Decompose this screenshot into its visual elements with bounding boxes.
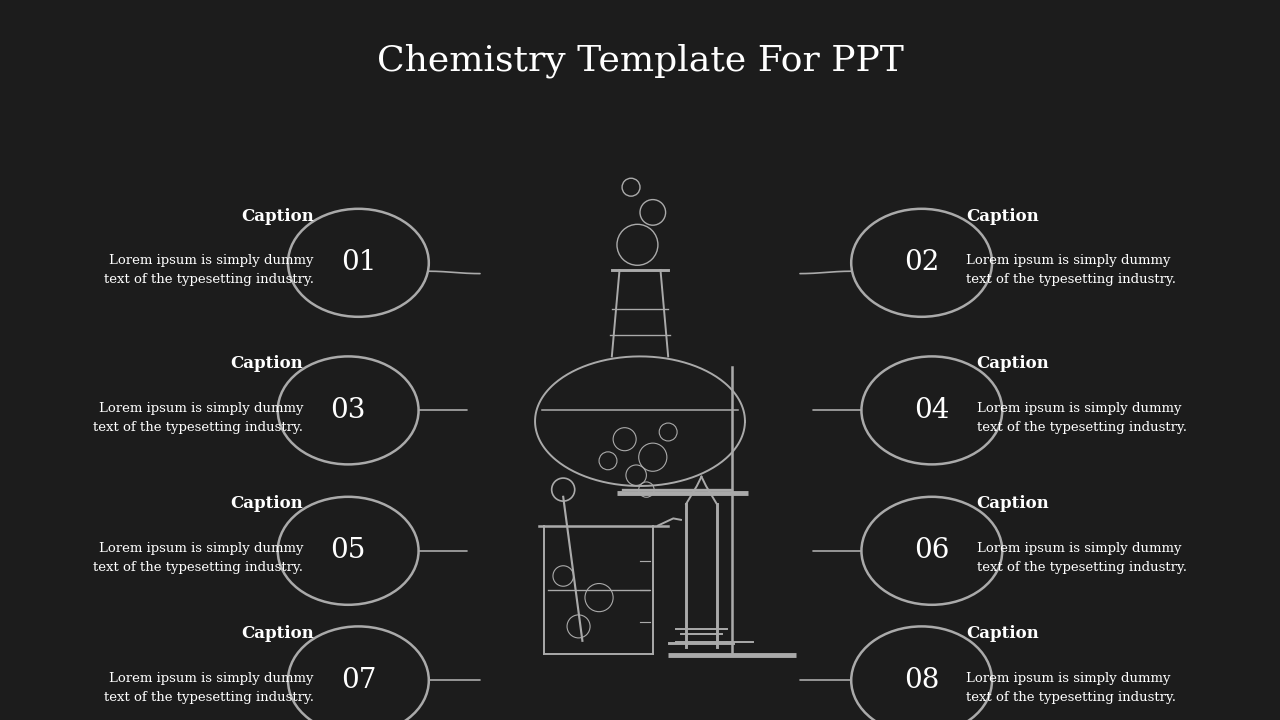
- Text: 08: 08: [904, 667, 940, 694]
- Text: Lorem ipsum is simply dummy
text of the typesetting industry.: Lorem ipsum is simply dummy text of the …: [104, 672, 314, 703]
- Text: Caption: Caption: [977, 495, 1050, 513]
- Text: Lorem ipsum is simply dummy
text of the typesetting industry.: Lorem ipsum is simply dummy text of the …: [966, 672, 1176, 703]
- Text: Lorem ipsum is simply dummy
text of the typesetting industry.: Lorem ipsum is simply dummy text of the …: [104, 254, 314, 286]
- Text: 04: 04: [914, 397, 950, 424]
- Text: 02: 02: [904, 249, 940, 276]
- Text: 01: 01: [340, 249, 376, 276]
- Text: Caption: Caption: [966, 625, 1039, 642]
- Text: Caption: Caption: [966, 207, 1039, 225]
- Text: Caption: Caption: [230, 495, 303, 513]
- Text: Lorem ipsum is simply dummy
text of the typesetting industry.: Lorem ipsum is simply dummy text of the …: [977, 542, 1187, 574]
- Text: 06: 06: [914, 537, 950, 564]
- Text: Caption: Caption: [241, 625, 314, 642]
- Text: Lorem ipsum is simply dummy
text of the typesetting industry.: Lorem ipsum is simply dummy text of the …: [966, 254, 1176, 286]
- Text: Caption: Caption: [977, 355, 1050, 372]
- Text: Lorem ipsum is simply dummy
text of the typesetting industry.: Lorem ipsum is simply dummy text of the …: [977, 402, 1187, 433]
- Text: Chemistry Template For PPT: Chemistry Template For PPT: [376, 44, 904, 78]
- Text: 05: 05: [330, 537, 366, 564]
- Text: Lorem ipsum is simply dummy
text of the typesetting industry.: Lorem ipsum is simply dummy text of the …: [93, 402, 303, 433]
- Text: 07: 07: [340, 667, 376, 694]
- Text: Lorem ipsum is simply dummy
text of the typesetting industry.: Lorem ipsum is simply dummy text of the …: [93, 542, 303, 574]
- Text: Caption: Caption: [241, 207, 314, 225]
- Text: 03: 03: [330, 397, 366, 424]
- Text: Caption: Caption: [230, 355, 303, 372]
